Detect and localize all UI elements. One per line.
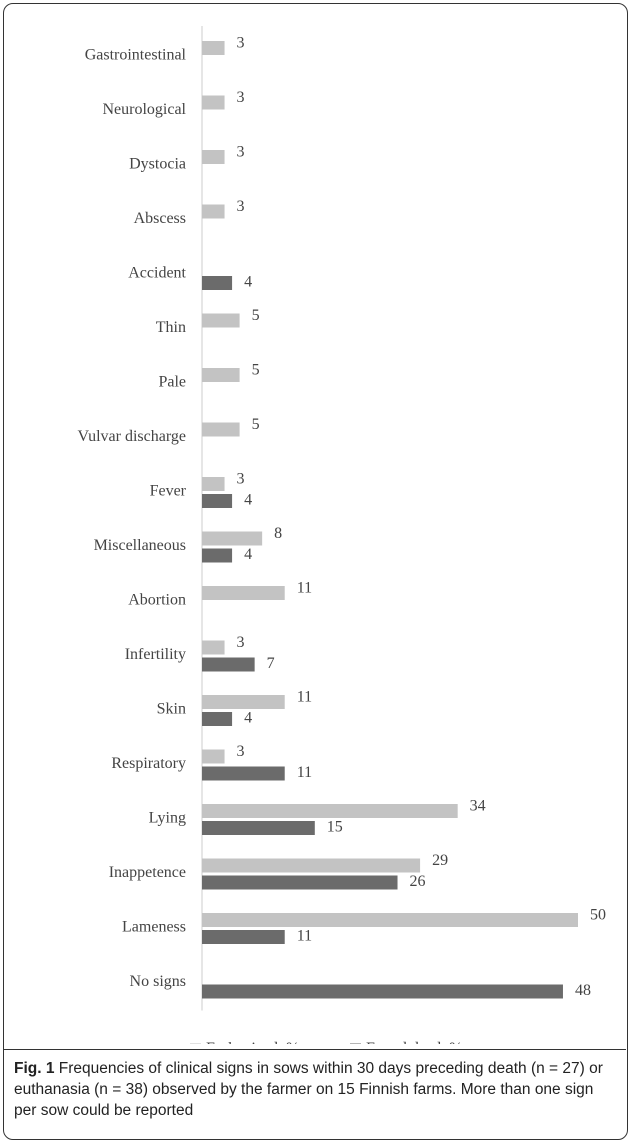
- value-label: 3: [237, 144, 245, 161]
- value-label: 5: [252, 362, 260, 379]
- value-label: 3: [237, 634, 245, 651]
- category-label: Miscellaneous: [94, 537, 186, 554]
- bar: [202, 695, 285, 709]
- bar: [202, 858, 421, 873]
- bar: [202, 913, 578, 927]
- value-label: 4: [244, 546, 252, 563]
- bar: [202, 477, 225, 491]
- caption-text: Frequencies of clinical signs in sows wi…: [14, 1060, 603, 1119]
- chart: Gastrointestinal 3 Neurological 3 Dystocia 3 A…: [78, 26, 606, 1044]
- category-label: Abscess: [134, 210, 186, 227]
- bar: [202, 368, 240, 382]
- caption: Fig. 1 Frequencies of clinical signs in …: [4, 1049, 626, 1139]
- value-label: 3: [237, 89, 245, 106]
- bar: [202, 766, 285, 781]
- bar: [202, 804, 458, 818]
- bar: [202, 640, 225, 655]
- value-label: 50: [590, 907, 606, 924]
- category-label: Respiratory: [111, 755, 186, 772]
- category-label: Fever: [150, 483, 187, 500]
- legend-label: Euthanized, %: [206, 1040, 299, 1044]
- category-label: Vulvar discharge: [78, 428, 186, 445]
- bar: [202, 586, 285, 600]
- legend-label: Found dead, %: [366, 1040, 462, 1044]
- value-label: 5: [252, 307, 260, 324]
- value-label: 7: [267, 655, 275, 672]
- bar: [202, 749, 225, 764]
- bar: [202, 41, 225, 55]
- value-label: 3: [237, 743, 245, 760]
- value-label: 11: [297, 928, 312, 945]
- bar: [202, 422, 240, 437]
- category-label: Inappetence: [109, 864, 186, 881]
- bar: [202, 313, 240, 328]
- value-label: 4: [244, 492, 252, 509]
- value-label: 29: [432, 852, 448, 869]
- category-label: No signs: [130, 973, 186, 990]
- bar: [202, 95, 225, 110]
- bar: [202, 531, 263, 546]
- value-label: 4: [244, 274, 252, 291]
- value-label: 11: [297, 764, 312, 781]
- value-label: 11: [297, 580, 312, 597]
- figure: Gastrointestinal 3 Neurological 3 Dystocia 3 A…: [3, 3, 628, 1140]
- value-label: 26: [410, 873, 426, 890]
- bar: [202, 984, 563, 999]
- category-label: Infertility: [125, 646, 186, 663]
- bar: [202, 548, 233, 563]
- bar: [202, 821, 315, 835]
- category-label: Gastrointestinal: [85, 47, 187, 64]
- bar: [202, 276, 233, 290]
- category-label: Lameness: [122, 919, 186, 936]
- legend-swatch: [190, 1043, 201, 1044]
- value-label: 48: [575, 982, 591, 999]
- bar: [202, 712, 233, 726]
- value-label: 8: [274, 525, 282, 542]
- category-label: Skin: [157, 701, 186, 718]
- value-label: 3: [237, 198, 245, 215]
- category-label: Pale: [158, 374, 186, 391]
- value-label: 11: [297, 689, 312, 706]
- bar: [202, 494, 233, 508]
- value-label: 4: [244, 710, 252, 727]
- bar: [202, 150, 225, 164]
- category-label: Abortion: [128, 592, 186, 609]
- caption-label: Fig. 1: [14, 1060, 55, 1077]
- value-label: 3: [237, 35, 245, 52]
- legend-swatch: [350, 1043, 361, 1044]
- value-label: 3: [237, 471, 245, 488]
- bar: [202, 204, 225, 219]
- bar: [202, 875, 398, 890]
- value-label: 5: [252, 416, 260, 433]
- category-label: Thin: [156, 319, 186, 336]
- category-label: Accident: [128, 265, 186, 282]
- category-label: Dystocia: [129, 156, 186, 173]
- value-label: 34: [470, 798, 486, 815]
- value-label: 15: [327, 819, 343, 836]
- category-label: Neurological: [102, 101, 186, 118]
- category-label: Lying: [149, 810, 186, 827]
- bar: [202, 657, 255, 672]
- bar: [202, 930, 285, 944]
